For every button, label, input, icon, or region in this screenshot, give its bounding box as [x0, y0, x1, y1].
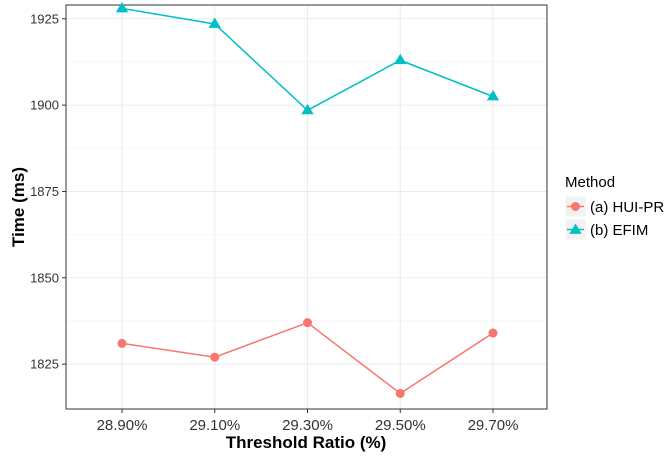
x-axis: 28.90% 29.10% 29.30% 29.50% 29.70% [97, 409, 519, 434]
y-axis: 1825 1850 1875 1900 1925 [30, 11, 66, 372]
data-point [210, 352, 220, 362]
legend-key-marker [571, 202, 580, 211]
x-tick-label: 29.10% [189, 417, 240, 434]
plot-panel-border [65, 4, 548, 410]
series-2 [115, 1, 500, 115]
data-point [486, 90, 500, 101]
legend-item: (b) EFIM [564, 218, 648, 241]
y-axis-title: Time (ms) [9, 167, 28, 247]
y-tick-label: 1850 [30, 270, 59, 285]
legend-key-marker [569, 223, 582, 234]
y-tick-label: 1900 [30, 98, 59, 113]
data-point [117, 338, 127, 348]
y-tick-label: 1825 [30, 357, 59, 372]
legend: Method (a) HUI-PR (b) EFIM [564, 174, 664, 241]
legend-item: (a) HUI-PR [564, 195, 664, 218]
data-point [395, 388, 405, 398]
y-tick-label: 1875 [30, 184, 59, 199]
series-layer [115, 1, 500, 398]
series-1 [117, 318, 498, 398]
x-axis-title: Threshold Ratio (%) [226, 433, 387, 452]
data-point [394, 53, 407, 65]
x-tick-label: 29.30% [282, 417, 333, 434]
data-point [208, 17, 221, 28]
legend-label: (b) EFIM [590, 222, 648, 239]
data-point [115, 1, 129, 13]
x-tick-label: 28.90% [97, 417, 148, 434]
legend-title: Method [565, 174, 615, 191]
data-point [301, 103, 314, 115]
y-tick-label: 1925 [30, 11, 59, 26]
x-tick-label: 29.50% [375, 417, 426, 434]
x-tick-label: 29.70% [468, 417, 519, 434]
data-point [488, 328, 498, 338]
data-point [303, 318, 312, 328]
legend-label: (a) HUI-PR [590, 199, 664, 216]
